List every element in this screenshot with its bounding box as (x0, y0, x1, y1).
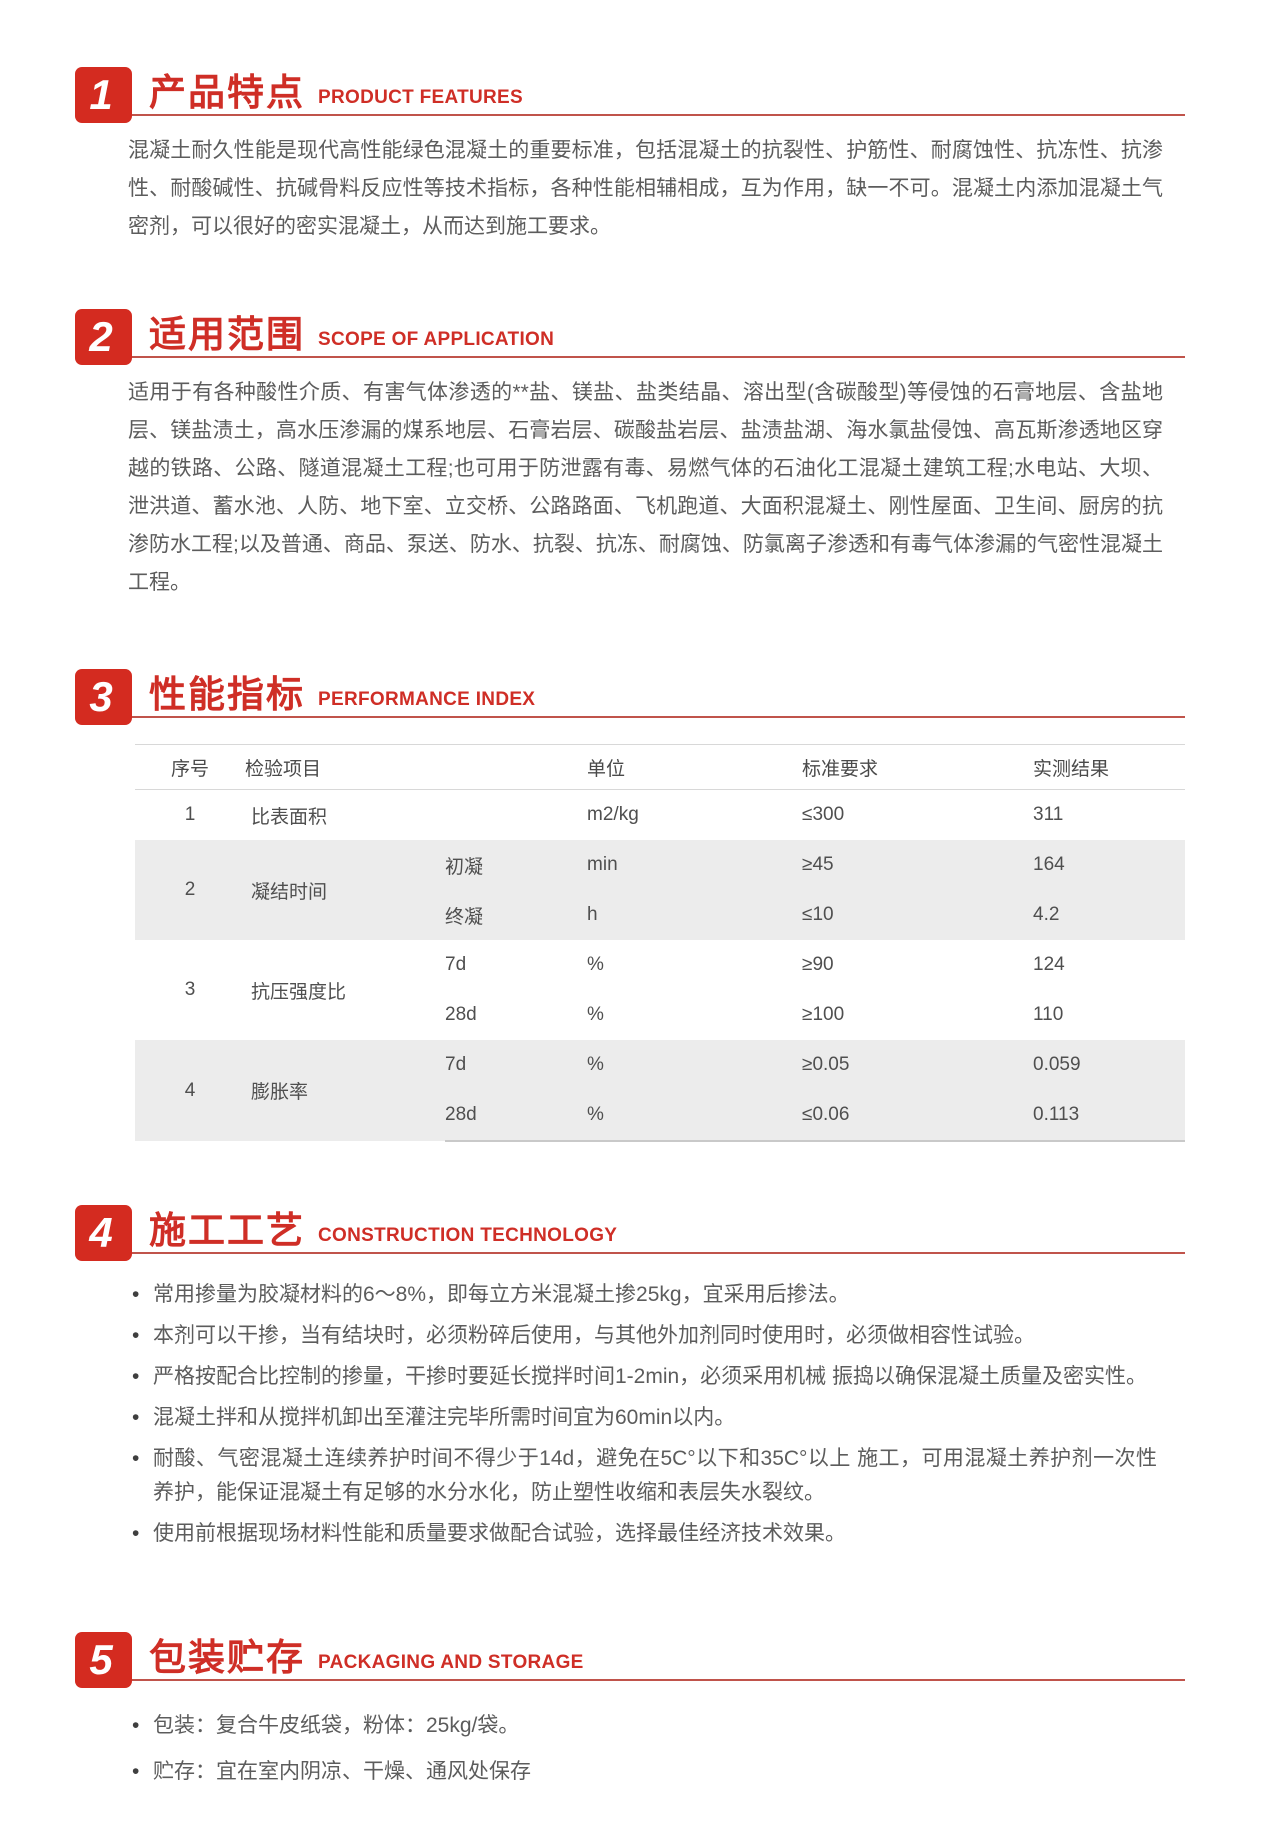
section-title-cn: 产品特点 (149, 72, 305, 113)
bullet-item: 本剂可以干掺，当有结块时，必须粉碎后使用，与其他外加剂同时使用时，必须做相容性试… (130, 1319, 1157, 1353)
cell-result: 164 (1033, 840, 1186, 890)
cell-unit: % (587, 1004, 604, 1025)
bullet-item: 包装：复合牛皮纸袋，粉体：25kg/袋。 (130, 1709, 1157, 1743)
cell-unit: min (587, 840, 803, 890)
cell-standard: ≥90 (802, 954, 834, 975)
cell-result: 0.113 (1033, 1090, 1186, 1142)
cell-unit: h (587, 890, 803, 940)
header-item: 检验项目 (245, 744, 588, 790)
cell-result: 0.059 (1033, 1040, 1186, 1090)
section-product-features: 1 产品特点 PRODUCT FEATURES 混凝土耐久性能是现代高性能绿色混… (75, 50, 1185, 246)
cell-sub: 终凝 (445, 890, 588, 940)
section-performance-index: 3 性能指标 PERFORMANCE INDEX 序号 检验项目 单位 标准要求… (75, 652, 1186, 1142)
construction-bullet-list: 常用掺量为胶凝材料的6～8%，即每立方米混凝土掺25kg，宜采用后掺法。 本剂可… (130, 1278, 1157, 1551)
bullet-item: 使用前根据现场材料性能和质量要求做配合试验，选择最佳经济技术效果。 (130, 1517, 1157, 1551)
section-header: 3 性能指标 PERFORMANCE INDEX (75, 652, 1185, 725)
performance-table: 序号 检验项目 单位 标准要求 实测结果 1 比表面积 m2/kg ≤300 (135, 744, 1186, 1142)
section-paragraph: 混凝土耐久性能是现代高性能绿色混凝土的重要标准，包括混凝土的抗裂性、护筋性、耐腐… (128, 139, 1163, 238)
cell-item: 膨胀率 (245, 1040, 445, 1141)
cell-sub: 28d (445, 1004, 477, 1025)
cell-result: 4.2 (1033, 890, 1186, 940)
section-number-badge: 3 (75, 669, 132, 725)
bullet-item: 贮存：宜在室内阴凉、干燥、通风处保存 (130, 1755, 1157, 1789)
section-header: 2 适用范围 SCOPE OF APPLICATION (75, 292, 1185, 365)
header-standard: 标准要求 (802, 744, 1034, 790)
table-row: 28d % ≥100 110 (135, 990, 1185, 1040)
cell-sub: 7d (445, 1040, 588, 1090)
section-scope-of-application: 2 适用范围 SCOPE OF APPLICATION 适用于有各种酸性介质、有… (75, 292, 1185, 602)
cell-no: 3 (184, 979, 196, 1000)
section-number-badge: 5 (75, 1632, 132, 1688)
section-header: 1 产品特点 PRODUCT FEATURES (75, 50, 1185, 123)
section-number-badge: 2 (75, 309, 132, 365)
cell-standard: ≥100 (802, 1004, 845, 1025)
cell-unit: % (587, 1040, 803, 1090)
table-row: 1 比表面积 m2/kg ≤300 311 (135, 790, 1185, 841)
cell-standard: ≤10 (802, 890, 1034, 940)
table-row: 4 膨胀率 7d % ≥0.05 0.059 (135, 1040, 1186, 1141)
cell-sub: 初凝 (445, 840, 588, 890)
section-packaging-and-storage: 5 包装贮存 PACKAGING AND STORAGE 包装：复合牛皮纸袋，粉… (75, 1615, 1185, 1789)
cell-item: 抗压强度比 (251, 981, 347, 1003)
performance-table-wrap: 序号 检验项目 单位 标准要求 实测结果 1 比表面积 m2/kg ≤300 (135, 744, 1186, 1142)
cell-unit: m2/kg (587, 804, 639, 825)
cell-unit: % (587, 1090, 803, 1142)
cell-result: 110 (1033, 1004, 1064, 1025)
section-number-badge: 4 (75, 1205, 132, 1261)
cell-sub (445, 790, 587, 841)
section-paragraph: 适用于有各种酸性介质、有害气体渗透的**盐、镁盐、盐类结晶、溶出型(含碳酸型)等… (128, 381, 1163, 594)
section-title-cn: 性能指标 (149, 674, 305, 715)
cell-standard: ≥0.05 (802, 1040, 1034, 1090)
section-title-cn: 包装贮存 (149, 1637, 305, 1678)
cell-sub: 7d (445, 954, 467, 975)
table-header-row: 序号 检验项目 单位 标准要求 实测结果 (135, 744, 1186, 790)
packaging-bullet-list: 包装：复合牛皮纸袋，粉体：25kg/袋。 贮存：宜在室内阴凉、干燥、通风处保存 (130, 1709, 1157, 1789)
header-result: 实测结果 (1033, 744, 1186, 790)
bullet-item: 耐酸、气密混凝土连续养护时间不得少于14d，避免在5C°以下和35C°以上 施工… (130, 1442, 1157, 1510)
cell-standard: ≤0.06 (802, 1090, 1034, 1142)
section-construction-technology: 4 施工工艺 CONSTRUCTION TECHNOLOGY 常用掺量为胶凝材料… (75, 1188, 1185, 1551)
section-header: 4 施工工艺 CONSTRUCTION TECHNOLOGY (75, 1188, 1185, 1261)
table-row: 28d % ≤0.06 0.113 (135, 1090, 1186, 1142)
cell-no: 2 (135, 840, 245, 940)
section-title-cn: 施工工艺 (149, 1210, 305, 1251)
section-title-en: PRODUCT FEATURES (318, 87, 524, 108)
table-row: 3 抗压强度比 7d % ≥90 124 (135, 940, 1185, 1003)
cell-item: 凝结时间 (245, 840, 445, 940)
cell-standard: ≤300 (802, 804, 845, 825)
section-title-en: PACKAGING AND STORAGE (318, 1652, 584, 1673)
section-title-en: SCOPE OF APPLICATION (318, 329, 555, 350)
section-number-badge: 1 (75, 67, 132, 123)
cell-standard: ≥45 (802, 840, 1034, 890)
cell-no: 1 (184, 804, 196, 825)
cell-sub: 28d (445, 1090, 588, 1142)
cell-result: 311 (1033, 804, 1064, 825)
section-title-en: PERFORMANCE INDEX (318, 689, 536, 710)
cell-result: 124 (1033, 954, 1065, 975)
table-row: 2 凝结时间 初凝 min ≥45 164 (135, 840, 1186, 940)
section-title-en: CONSTRUCTION TECHNOLOGY (318, 1225, 618, 1246)
cell-no: 4 (135, 1040, 245, 1141)
section-title-cn: 适用范围 (149, 314, 305, 355)
bullet-item: 混凝土拌和从搅拌机卸出至灌注完毕所需时间宜为60min以内。 (130, 1401, 1157, 1435)
cell-unit: % (587, 954, 604, 975)
table-row: 终凝 h ≤10 4.2 (135, 890, 1186, 940)
section-header: 5 包装贮存 PACKAGING AND STORAGE (75, 1615, 1185, 1688)
bullet-item: 严格按配合比控制的掺量，干掺时要延长搅拌时间1-2min，必须采用机械 振捣以确… (130, 1360, 1157, 1394)
bullet-item: 常用掺量为胶凝材料的6～8%，即每立方米混凝土掺25kg，宜采用后掺法。 (130, 1278, 1157, 1312)
header-no: 序号 (135, 744, 245, 790)
header-unit: 单位 (587, 744, 803, 790)
cell-item: 比表面积 (251, 806, 328, 828)
